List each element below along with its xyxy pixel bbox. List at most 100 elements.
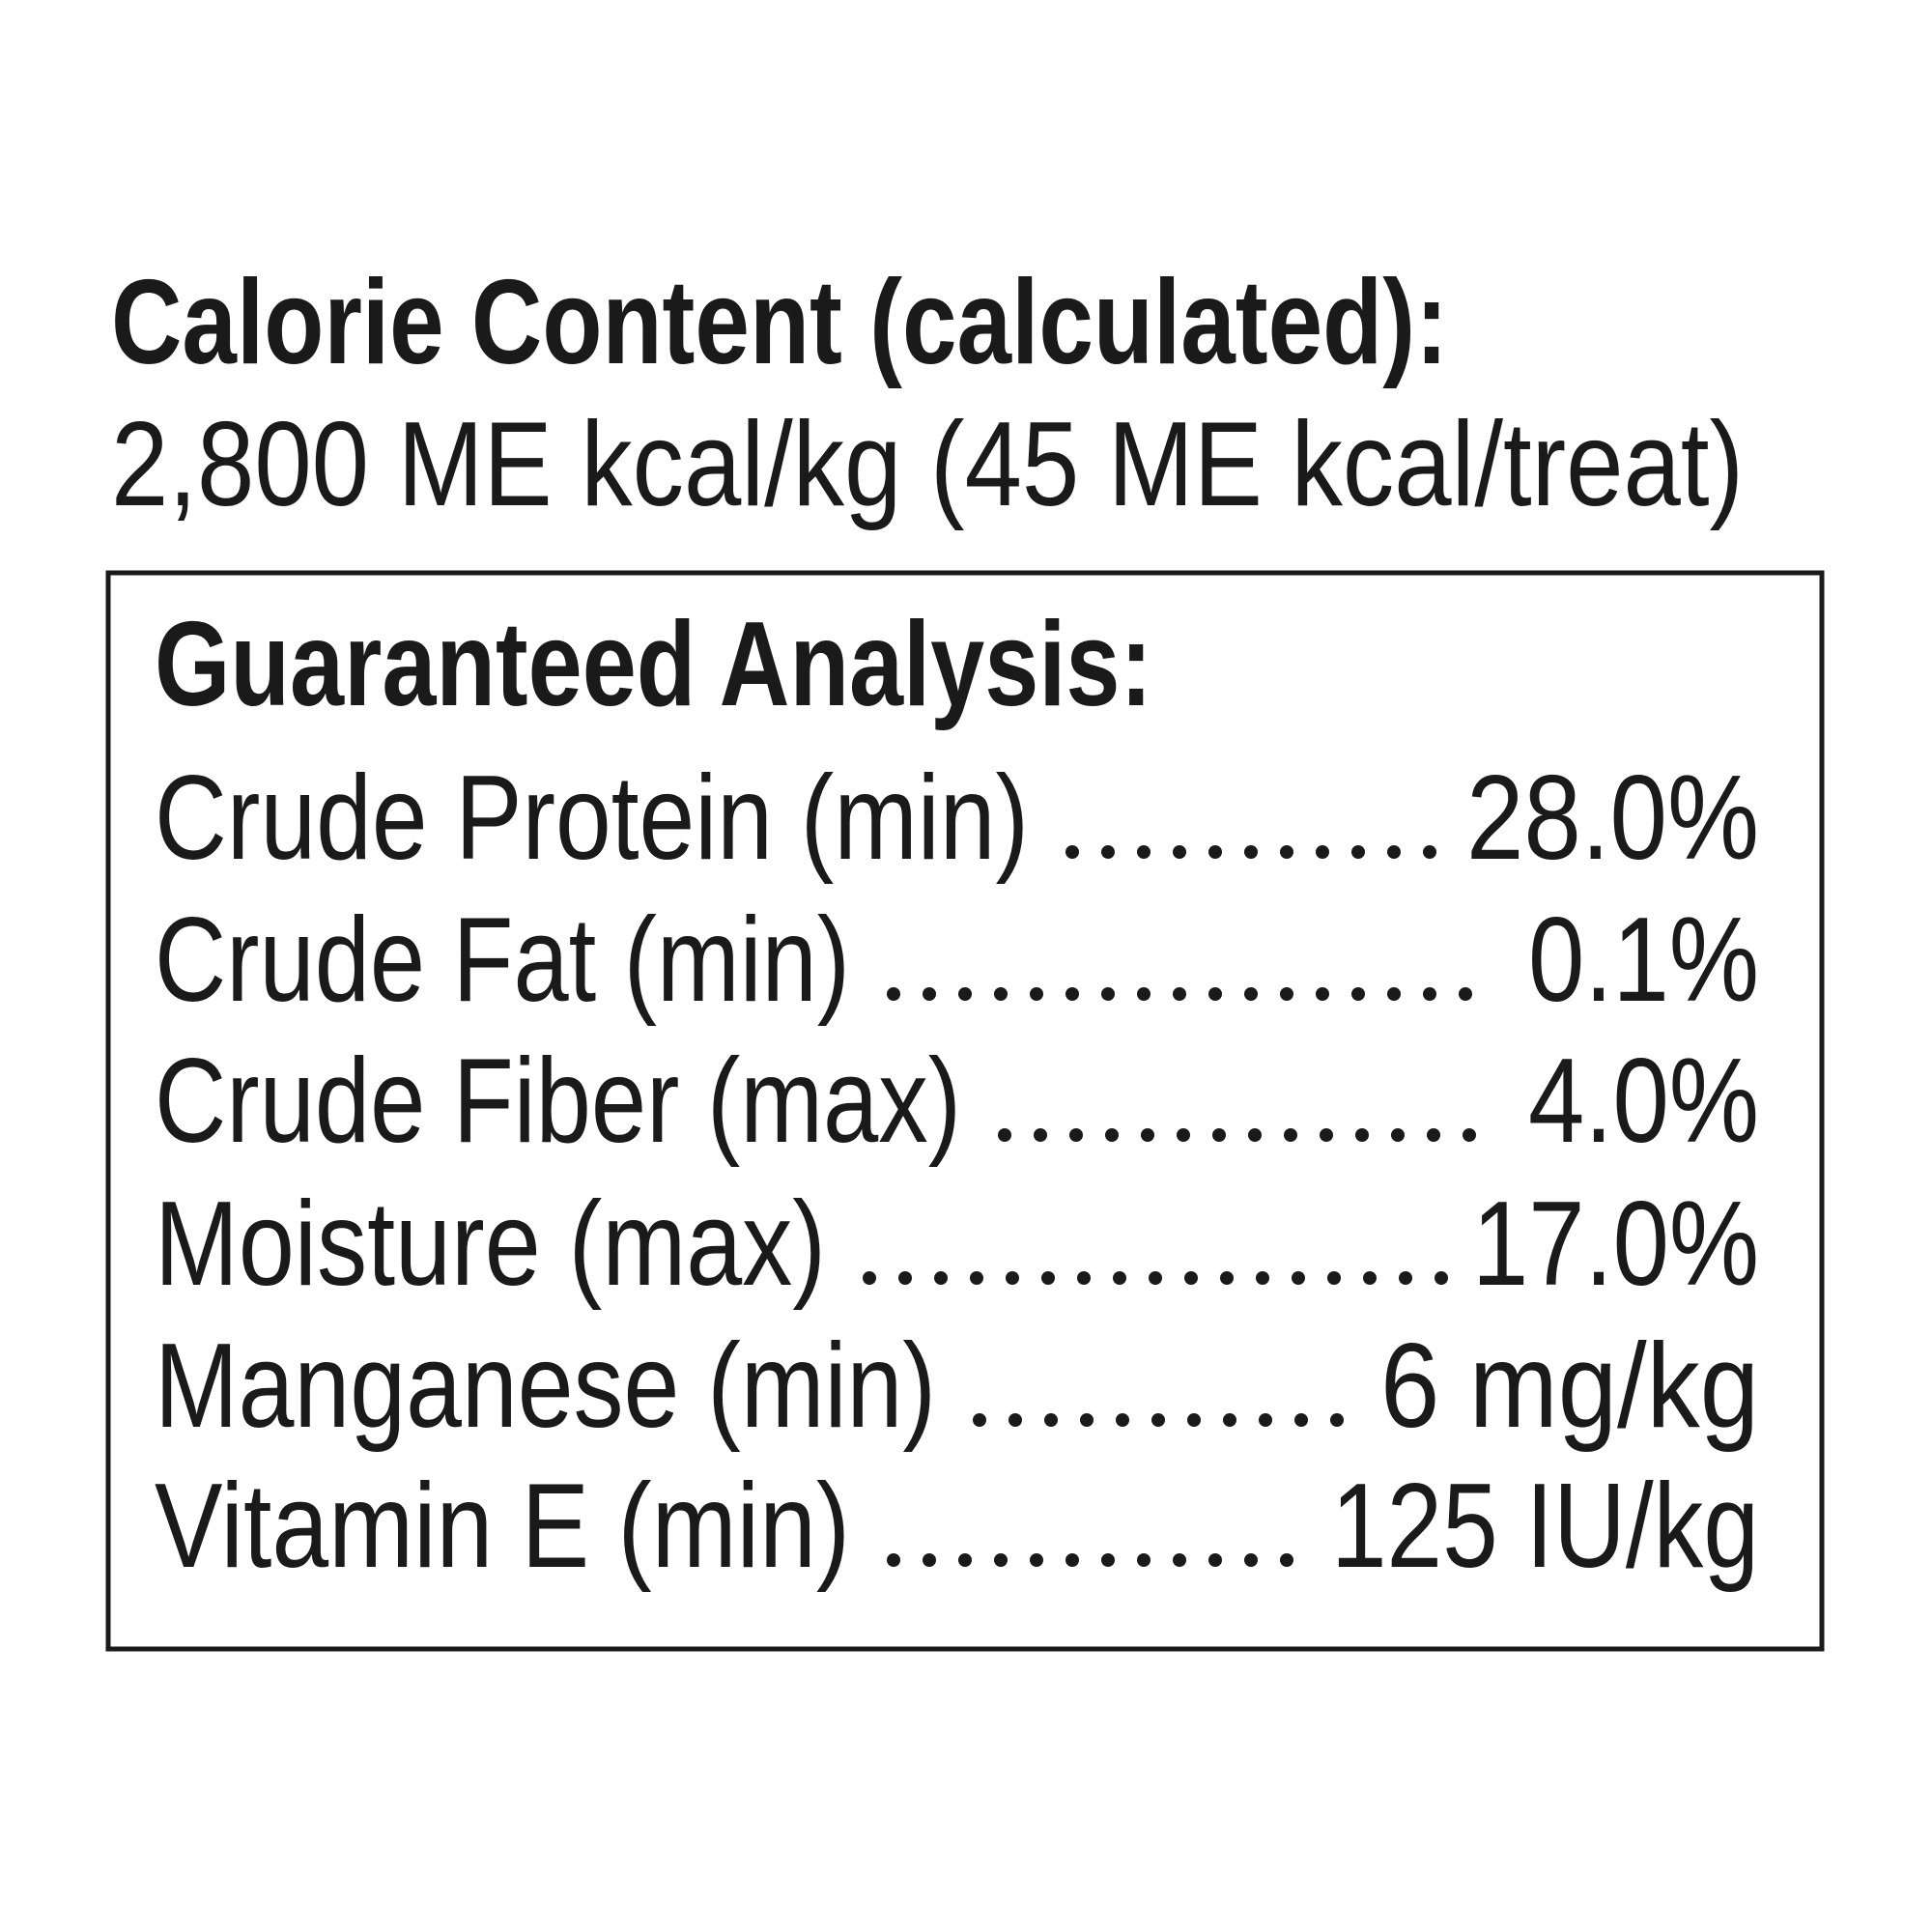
dot-leader (958, 1553, 972, 1567)
dot-leader (1280, 1553, 1293, 1567)
row-value: 125 IU/kg (1331, 1460, 1759, 1593)
dot-leader (1423, 845, 1436, 859)
dot-leader (863, 1271, 876, 1285)
dot-leader (1316, 987, 1329, 1001)
dot-leader (1259, 1413, 1272, 1427)
dot-leader (1248, 1128, 1262, 1142)
dot-leader (1065, 987, 1079, 1001)
dot-leader (1030, 1553, 1043, 1567)
dot-leader (887, 987, 900, 1001)
analysis-box (105, 570, 1825, 1652)
dot-leader (1208, 845, 1222, 859)
dot-leader (1459, 987, 1472, 1001)
row-label: Moisture (max) (155, 1178, 826, 1311)
dot-leader (1284, 1128, 1297, 1142)
dot-leader (1041, 1271, 1055, 1285)
dot-leader (1101, 1553, 1115, 1567)
dot-leader (898, 1271, 912, 1285)
dot-leader (994, 1553, 1008, 1567)
dot-leader (1223, 1413, 1236, 1427)
analysis-title: Guaranteed Analysis: (155, 598, 1152, 731)
dot-leader (1387, 987, 1401, 1001)
dot-leader (1173, 1553, 1186, 1567)
dot-leader (1320, 1128, 1333, 1142)
dot-leader (1212, 1128, 1226, 1142)
dot-leader (1208, 987, 1222, 1001)
dot-leader (1280, 987, 1293, 1001)
dot-leader (994, 987, 1008, 1001)
dot-leader (1294, 1413, 1308, 1427)
dot-leader (1435, 1271, 1448, 1285)
dot-leader (1280, 845, 1293, 859)
row-label: Crude Fiber (max) (155, 1035, 961, 1168)
dot-leader (1116, 1413, 1129, 1427)
dot-leader (934, 1271, 948, 1285)
dot-leader (1427, 1128, 1440, 1142)
dot-leader (1077, 1271, 1091, 1285)
row-value: 0.1% (1528, 894, 1759, 1027)
dot-leader (1391, 1128, 1405, 1142)
calorie-text: 2,800 ME kcal/kg (45 ME kcal/treat) (111, 398, 1744, 531)
dot-leader (973, 1413, 986, 1427)
dot-leader (1137, 987, 1151, 1001)
analysis-rows: Crude Protein (min) 28.0% Crude Fat (min) 0… (155, 752, 1759, 1593)
row-value: 6 mg/kg (1380, 1320, 1759, 1453)
dot-leader (1292, 1271, 1305, 1285)
dot-leader (1069, 1128, 1083, 1142)
dot-leader (1009, 1413, 1022, 1427)
dot-leader (1034, 1128, 1047, 1142)
dot-leader (1137, 1553, 1151, 1567)
dot-leader (1351, 845, 1365, 859)
dot-leader (1101, 987, 1115, 1001)
dot-leader (1173, 845, 1186, 859)
dot-leader (1006, 1271, 1019, 1285)
dot-leader (1101, 845, 1115, 859)
dot-leader (1065, 1553, 1079, 1567)
dot-leader (1044, 1413, 1058, 1427)
dot-leader (1141, 1128, 1154, 1142)
dot-leader (1177, 1128, 1190, 1142)
dot-leader (1463, 1128, 1476, 1142)
dot-leader (1423, 987, 1436, 1001)
dot-leader (887, 1553, 900, 1567)
dot-leader (1184, 1271, 1198, 1285)
row-label: Manganese (min) (155, 1320, 936, 1453)
dot-leader (1105, 1128, 1119, 1142)
dot-leader (1080, 1413, 1094, 1427)
row-value: 28.0% (1466, 752, 1759, 885)
row-label: Crude Fat (min) (155, 894, 850, 1027)
calorie-heading: Calorie Content (calculated): (111, 256, 1448, 389)
dot-leader (1351, 987, 1365, 1001)
dot-leader (923, 987, 936, 1001)
dot-leader (1355, 1128, 1369, 1142)
dot-leader (1208, 1553, 1222, 1567)
dot-leader (1387, 845, 1401, 859)
dot-leader (1316, 845, 1329, 859)
dot-leader (1399, 1271, 1412, 1285)
dot-leader (1244, 845, 1258, 859)
dot-leader (1065, 845, 1079, 859)
dot-leader (1256, 1271, 1269, 1285)
dot-leader (1363, 1271, 1377, 1285)
dot-leader (1187, 1413, 1201, 1427)
row-value: 17.0% (1472, 1178, 1759, 1311)
dot-leader (998, 1128, 1011, 1142)
dot-leader (1137, 845, 1151, 859)
row-label: Vitamin E (min) (155, 1460, 850, 1593)
dot-leader (970, 1271, 983, 1285)
dot-leader (1149, 1271, 1162, 1285)
dot-leader (1244, 1553, 1258, 1567)
dot-leader (1244, 987, 1258, 1001)
dot-leader (1220, 1271, 1234, 1285)
dot-leader (1030, 987, 1043, 1001)
dot-leader (923, 1553, 936, 1567)
row-label: Crude Protein (min) (155, 752, 1029, 885)
dot-leader (1173, 987, 1186, 1001)
dot-leader (1113, 1271, 1126, 1285)
dot-leader (958, 987, 972, 1001)
dot-leader (1327, 1271, 1341, 1285)
row-value: 4.0% (1528, 1035, 1759, 1168)
dot-leader (1330, 1413, 1344, 1427)
dot-leader (1151, 1413, 1165, 1427)
